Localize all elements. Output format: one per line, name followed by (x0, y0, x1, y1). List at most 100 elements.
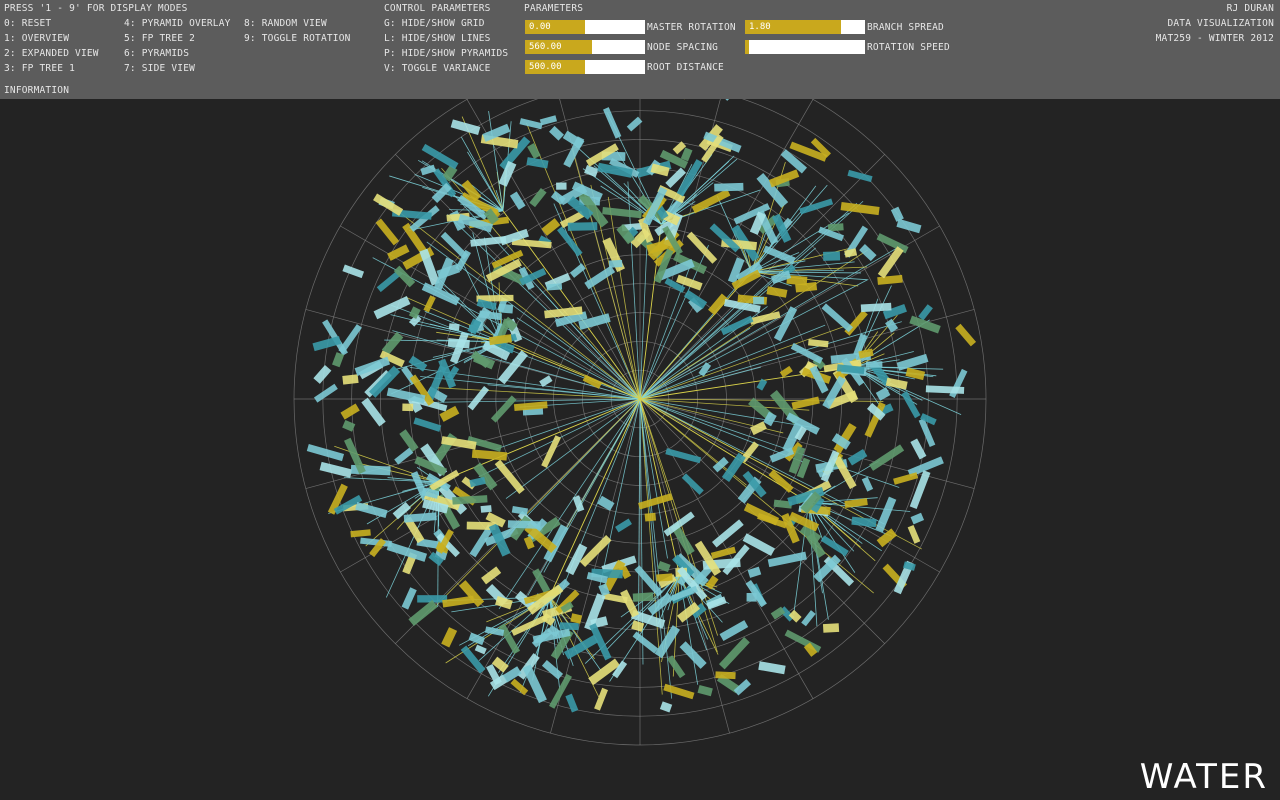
node-label (409, 374, 435, 406)
node-label (488, 334, 512, 346)
branch-line (536, 596, 550, 656)
radial-tree-visualization[interactable] (0, 99, 1280, 800)
branch-line (472, 232, 502, 342)
node-label (342, 264, 365, 279)
node-label (909, 315, 941, 334)
node-label (813, 554, 841, 583)
node-label (491, 249, 524, 269)
control-pyramids[interactable]: P: HIDE/SHOW PYRAMIDS (384, 48, 509, 59)
mode-expanded-view[interactable]: 2: EXPANDED VIEW (4, 48, 99, 59)
node-label (634, 565, 663, 597)
node-label (833, 422, 857, 454)
node-label (756, 378, 768, 391)
node-label (670, 522, 695, 556)
node-label (589, 623, 612, 661)
node-label (428, 551, 444, 567)
branch-line (606, 573, 680, 650)
mode-random-view[interactable]: 8: RANDOM VIEW (244, 18, 327, 29)
node-label (478, 310, 502, 321)
node-label (631, 620, 645, 632)
control-grid[interactable]: G: HIDE/SHOW GRID (384, 18, 485, 29)
node-label (509, 191, 526, 210)
node-label (723, 298, 761, 313)
node-label (818, 226, 845, 242)
branch-line (639, 398, 663, 695)
root-distance-slider[interactable]: 500.00 (525, 60, 645, 74)
node-label (918, 418, 936, 447)
node-label (861, 476, 874, 492)
mode-fp-tree-1[interactable]: 3: FP TREE 1 (4, 63, 76, 74)
branch-line (460, 136, 504, 211)
node-label (419, 248, 440, 286)
node-label (822, 623, 840, 633)
node-label (421, 143, 459, 170)
node-label (494, 459, 525, 494)
branch-line (505, 398, 641, 499)
node-label (429, 469, 460, 492)
node-label (747, 566, 762, 578)
node-label (820, 535, 849, 557)
node-label (394, 447, 414, 465)
control-lines[interactable]: L: HIDE/SHOW LINES (384, 33, 491, 44)
node-label (716, 674, 741, 694)
node-label (615, 518, 632, 533)
mode-side-view[interactable]: 7: SIDE VIEW (124, 63, 196, 74)
node-label (532, 568, 551, 594)
node-label (662, 225, 683, 255)
grid-spoke (639, 99, 721, 400)
node-label (718, 637, 750, 670)
branch-line (751, 184, 828, 273)
node-label (423, 295, 436, 313)
node-label (565, 543, 588, 576)
node-label (473, 462, 498, 491)
mode-pyramid-overlay[interactable]: 4: PYRAMID OVERLAY (124, 18, 231, 29)
node-label (557, 226, 583, 257)
node-label (698, 362, 712, 377)
master-rotation-slider[interactable]: 0.00 (525, 20, 645, 34)
control-variance[interactable]: V: TOGGLE VARIANCE (384, 63, 491, 74)
node-label (442, 164, 458, 182)
node-label (703, 131, 742, 153)
display-modes-title: PRESS '1 - 9' FOR DISPLAY MODES (4, 3, 188, 14)
branch-line (471, 184, 504, 212)
mode-fp-tree-2[interactable]: 5: FP TREE 2 (124, 33, 196, 44)
mode-reset[interactable]: 0: RESET (4, 18, 52, 29)
branch-line (660, 155, 735, 225)
author-credit: RJ DURAN (1226, 3, 1274, 14)
node-label (544, 306, 583, 319)
information-label[interactable]: INFORMATION (4, 85, 70, 96)
node-label (657, 561, 671, 573)
branch-line (751, 271, 861, 274)
node-spacing-slider[interactable]: 560.00 (525, 40, 645, 54)
node-label (424, 365, 447, 404)
node-label (450, 119, 481, 135)
node-spacing-label: NODE SPACING (647, 42, 719, 53)
node-label (694, 540, 722, 576)
node-label (598, 583, 610, 597)
mode-toggle-rotation[interactable]: 9: TOGGLE ROTATION (244, 33, 351, 44)
node-label (440, 231, 469, 260)
node-label (691, 188, 731, 214)
node-label (584, 164, 599, 178)
node-label (447, 338, 470, 349)
mode-pyramids[interactable]: 6: PYRAMIDS (124, 48, 190, 59)
node-label (441, 436, 477, 450)
branch-line (501, 341, 641, 400)
node-label (455, 249, 471, 272)
mode-overview[interactable]: 1: OVERVIEW (4, 33, 70, 44)
branch-line (639, 398, 804, 463)
node-label (524, 523, 557, 554)
node-label (654, 625, 681, 659)
node-label (361, 397, 386, 427)
node-label (469, 524, 495, 558)
node-label (810, 496, 825, 513)
node-label (549, 673, 572, 709)
branch-line (408, 398, 641, 404)
node-label (784, 629, 822, 653)
node-label (436, 529, 454, 554)
branch-spread-slider[interactable]: 1.80 (745, 20, 865, 34)
node-label (344, 437, 366, 475)
node-label (893, 472, 919, 485)
rotation-speed-slider[interactable]: 0 (745, 40, 865, 54)
node-label (457, 194, 489, 220)
